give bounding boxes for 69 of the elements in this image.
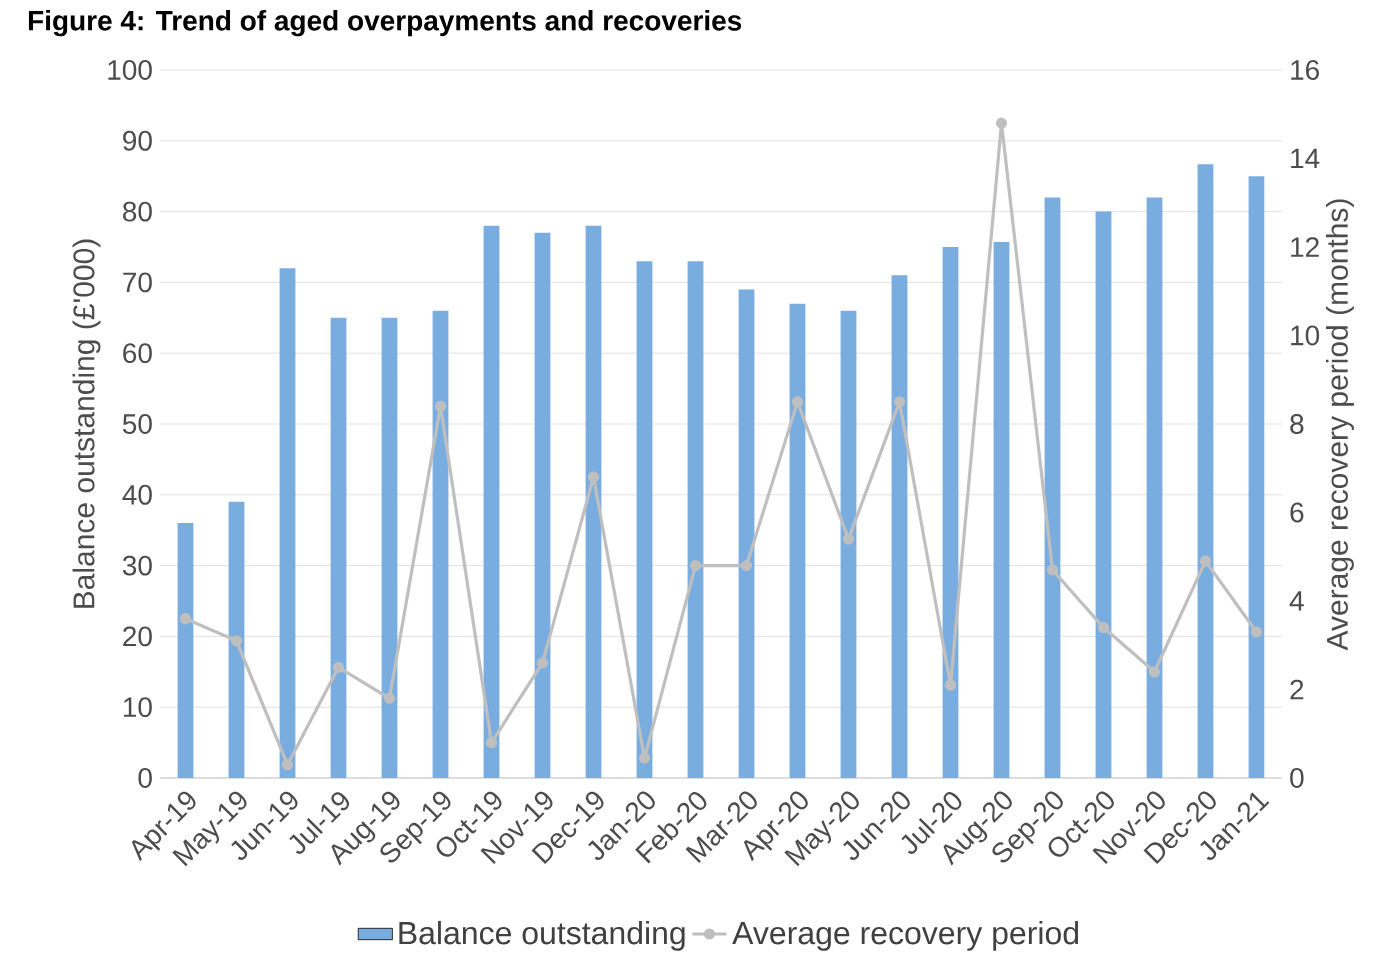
point: [587, 471, 600, 483]
y-tick-label: 50: [122, 414, 152, 434]
y2-tick-label: 16: [1291, 60, 1319, 80]
point: [1046, 564, 1059, 576]
y2-tick-label: 4: [1289, 591, 1304, 611]
point: [944, 679, 957, 691]
bar: [534, 232, 551, 778]
bar: [789, 303, 806, 778]
y2-tick-label: 6: [1290, 502, 1304, 523]
point: [485, 736, 498, 749]
bar: [993, 241, 1010, 778]
y-tick-label: 20: [123, 626, 152, 647]
y2-tick-label: 8: [1290, 414, 1304, 434]
point: [179, 613, 192, 625]
y2-axis-title: Average recovery period (months): [1325, 199, 1354, 651]
bar: [1044, 197, 1061, 778]
point: [842, 533, 855, 545]
bar: [891, 275, 908, 778]
bar: [687, 261, 704, 778]
y-tick-label: 0: [138, 768, 152, 788]
point: [638, 752, 651, 764]
bar: [1197, 164, 1214, 778]
point: [1199, 555, 1212, 567]
y-tick-label: 90: [123, 130, 152, 151]
y2-tick-label: 2: [1290, 679, 1304, 700]
bar: [381, 317, 398, 778]
y-tick-label: 30: [122, 555, 152, 576]
bar: [585, 225, 602, 778]
bar: [1146, 197, 1163, 778]
legend-label: Average recovery period: [732, 920, 1079, 951]
y2-tick-label: 10: [1291, 325, 1320, 346]
point: [995, 117, 1008, 129]
chart-title: Figure 4: Trend of aged overpayments and recoveries: [28, 10, 742, 37]
bar: [1248, 176, 1265, 778]
y-tick-label: 40: [122, 484, 152, 505]
point: [791, 396, 804, 408]
y2-tick-label: 0: [1290, 768, 1304, 788]
point: [1148, 666, 1161, 678]
y-tick-label: 100: [108, 60, 152, 80]
point: [332, 661, 345, 673]
bar: [330, 317, 347, 778]
bar: [942, 246, 959, 778]
bar: [177, 523, 194, 778]
y-tick-label: 80: [123, 201, 152, 222]
y-axis-title: Balance outstanding (£'000): [72, 239, 101, 608]
point: [1097, 621, 1110, 634]
y-tick-label: 60: [123, 343, 152, 364]
y-tick-label: 10: [123, 697, 152, 718]
y2-tick-label: 14: [1291, 148, 1320, 169]
point: [893, 396, 906, 408]
point: [740, 559, 753, 572]
bar: [228, 501, 245, 778]
point: [230, 635, 243, 647]
bar: [840, 310, 857, 778]
point: [689, 559, 702, 572]
bar: [738, 289, 755, 778]
point: [1250, 626, 1263, 638]
legend-label: Balance outstanding: [399, 920, 685, 951]
point: [383, 692, 396, 704]
bar: [483, 225, 500, 778]
point: [434, 400, 447, 412]
y2-tick-label: 12: [1291, 237, 1319, 257]
bar: [279, 268, 296, 778]
bar: [636, 261, 653, 778]
point: [536, 657, 549, 669]
point: [281, 759, 294, 771]
y-tick-label: 70: [123, 272, 152, 293]
bar: [1095, 211, 1112, 778]
bar: [432, 310, 449, 778]
